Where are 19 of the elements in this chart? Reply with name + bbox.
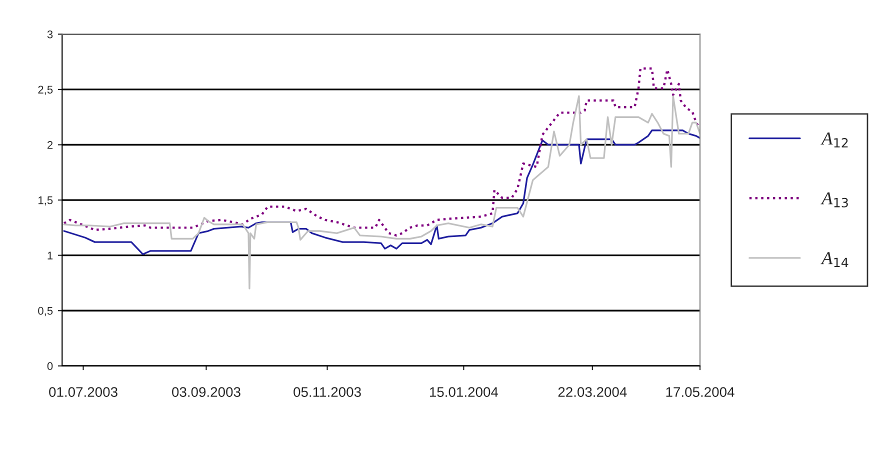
x-tick-label: 17.05.2004 xyxy=(666,387,734,397)
x-tick-label: 05.11.2003 xyxy=(294,387,361,397)
line-series xyxy=(62,67,700,237)
y-tick-label: 1 xyxy=(48,252,53,260)
y-tick-label: 2 xyxy=(47,141,53,149)
y-tick-label: 2,5 xyxy=(38,86,53,95)
legend-label: A$_{13}$ xyxy=(820,192,848,208)
y-tick-label: 0 xyxy=(47,362,53,370)
legend-label: A$_{12}$ xyxy=(820,132,848,148)
x-tick-label: 01.07.2003 xyxy=(49,387,118,397)
x-tick-label: 03.09.2003 xyxy=(172,387,240,397)
y-tick-label: 0,5 xyxy=(38,306,53,316)
legend-label: A$_{14}$ xyxy=(820,252,848,268)
y-tick-label: 1,5 xyxy=(38,196,53,206)
y-tick-label: 3 xyxy=(47,30,53,38)
x-tick-label: 15.01.2004 xyxy=(430,387,498,397)
line-series xyxy=(63,130,700,256)
x-tick-label: 22.03.2004 xyxy=(558,387,627,397)
line-series xyxy=(63,95,700,290)
